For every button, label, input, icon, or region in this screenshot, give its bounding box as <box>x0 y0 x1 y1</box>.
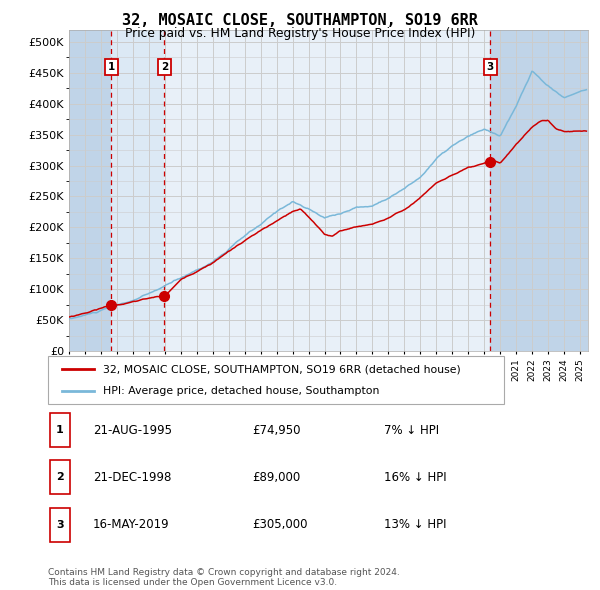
Bar <box>111 30 164 351</box>
Text: 32, MOSAIC CLOSE, SOUTHAMPTON, SO19 6RR: 32, MOSAIC CLOSE, SOUTHAMPTON, SO19 6RR <box>122 13 478 28</box>
Text: Contains HM Land Registry data © Crown copyright and database right 2024.
This d: Contains HM Land Registry data © Crown c… <box>48 568 400 587</box>
Text: 16-MAY-2019: 16-MAY-2019 <box>93 518 170 531</box>
Text: 16% ↓ HPI: 16% ↓ HPI <box>384 471 446 484</box>
Text: 2: 2 <box>161 61 168 71</box>
FancyBboxPatch shape <box>50 507 70 542</box>
Bar <box>490 30 588 351</box>
Text: £89,000: £89,000 <box>252 471 300 484</box>
Text: 2: 2 <box>56 473 64 482</box>
Text: 1: 1 <box>107 61 115 71</box>
Text: 21-AUG-1995: 21-AUG-1995 <box>93 424 172 437</box>
Text: 13% ↓ HPI: 13% ↓ HPI <box>384 518 446 531</box>
Text: 3: 3 <box>56 520 64 529</box>
FancyBboxPatch shape <box>48 356 504 404</box>
FancyBboxPatch shape <box>50 460 70 494</box>
Text: 21-DEC-1998: 21-DEC-1998 <box>93 471 172 484</box>
Text: 32, MOSAIC CLOSE, SOUTHAMPTON, SO19 6RR (detached house): 32, MOSAIC CLOSE, SOUTHAMPTON, SO19 6RR … <box>103 364 460 374</box>
Bar <box>164 30 490 351</box>
Text: 1: 1 <box>56 425 64 435</box>
Text: HPI: Average price, detached house, Southampton: HPI: Average price, detached house, Sout… <box>103 386 379 396</box>
FancyBboxPatch shape <box>50 413 70 447</box>
Text: 3: 3 <box>487 61 494 71</box>
Text: £74,950: £74,950 <box>252 424 301 437</box>
Bar <box>69 30 111 351</box>
Text: £305,000: £305,000 <box>252 518 308 531</box>
Text: Price paid vs. HM Land Registry's House Price Index (HPI): Price paid vs. HM Land Registry's House … <box>125 27 475 40</box>
Text: 7% ↓ HPI: 7% ↓ HPI <box>384 424 439 437</box>
